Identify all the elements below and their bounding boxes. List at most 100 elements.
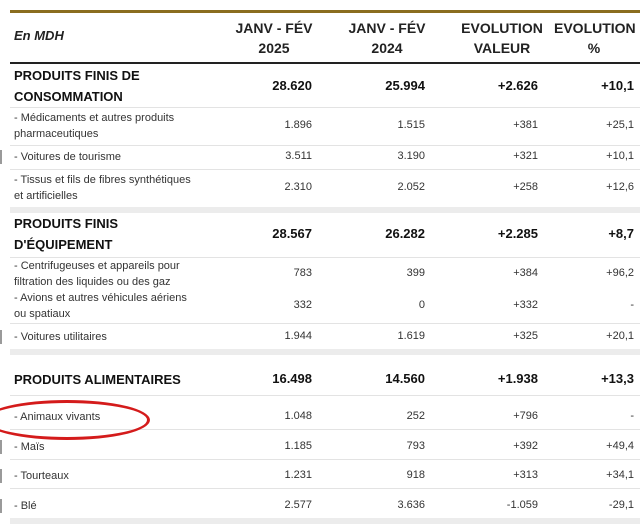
header-col-evolution-percent: EVOLUTION % <box>554 20 636 56</box>
value-2024: 252 <box>406 410 425 422</box>
table-row: - Médicaments et autres produits pharmace… <box>0 108 640 144</box>
evolution-percent: +25,1 <box>606 119 634 131</box>
table-row: - Avions et autres véhicules aériens ou s… <box>0 290 640 322</box>
value-2025: 1.048 <box>284 410 312 422</box>
value-2025: 16.498 <box>272 371 312 386</box>
value-2025: 28.620 <box>272 78 312 93</box>
row-label: - Blé <box>14 500 37 512</box>
value-2025: 1.944 <box>284 330 312 342</box>
table-row: - Maïs 1.185 793 +392 +49,4 <box>0 436 640 458</box>
evolution-value: +258 <box>513 181 538 193</box>
table-header: En MDH JANV - FÉV 2025 JANV - FÉV 2024 E… <box>0 14 640 62</box>
evolution-value: +796 <box>513 410 538 422</box>
header-col-evolution-value: EVOLUTION VALEUR <box>461 20 543 56</box>
value-2024: 1.619 <box>397 330 425 342</box>
value-2024: 0 <box>418 299 425 311</box>
evolution-value: +381 <box>513 119 538 131</box>
evolution-percent: +13,3 <box>601 371 634 386</box>
evolution-value: +1.938 <box>497 371 538 386</box>
table-row: - Voitures de tourisme 3.511 3.190 +321 +10,… <box>0 146 640 168</box>
top-accent-line <box>10 10 640 13</box>
row-label: PRODUITS FINIS DE CONSOMMATION <box>14 68 140 104</box>
row-label: - Avions et autres véhicules aériens ou s… <box>14 292 187 320</box>
category-row: PRODUITS ALIMENTAIRES 16.498 14.560 +1.938 +… <box>0 364 640 394</box>
highlight-circle <box>0 400 150 440</box>
evolution-value: +384 <box>513 267 538 279</box>
row-separator <box>10 459 640 460</box>
value-2024: 918 <box>406 469 425 481</box>
value-2024: 399 <box>406 267 425 279</box>
value-2024: 25.994 <box>385 78 425 93</box>
row-marker <box>0 469 2 483</box>
header-col-2024: JANV - FÉV 2024 <box>348 20 426 56</box>
value-2025: 28.567 <box>272 226 312 241</box>
evolution-percent: +96,2 <box>606 267 634 279</box>
row-separator <box>10 207 640 213</box>
row-separator <box>10 107 640 108</box>
row-marker <box>0 440 2 454</box>
evolution-percent: +10,1 <box>601 78 634 93</box>
value-2024: 26.282 <box>385 226 425 241</box>
category-row: PRODUITS FINIS D'ÉQUIPEMENT 28.567 26.282 +2… <box>0 212 640 256</box>
evolution-value: -1.059 <box>506 499 538 511</box>
value-2025: 1.231 <box>284 469 312 481</box>
value-2025: 1.896 <box>284 119 312 131</box>
evolution-percent: +34,1 <box>606 469 634 481</box>
row-label: - Maïs <box>14 441 45 453</box>
value-2024: 793 <box>406 440 425 452</box>
value-2025: 1.185 <box>284 440 312 452</box>
row-label: PRODUITS ALIMENTAIRES <box>14 372 181 387</box>
evolution-percent: - <box>630 299 634 311</box>
value-2024: 3.190 <box>397 150 425 162</box>
row-label: - Médicaments et autres produits pharmace… <box>14 112 175 140</box>
table-row: - Voitures utilitaires 1.944 1.619 +325 +20,… <box>0 326 640 348</box>
value-2024: 2.052 <box>397 181 425 193</box>
evolution-percent: +12,6 <box>606 181 634 193</box>
row-separator <box>10 395 640 396</box>
row-separator <box>10 518 640 524</box>
row-marker <box>0 499 2 513</box>
table-row: - Tissus et fils de fibres synthétiques e… <box>0 170 640 206</box>
value-2025: 783 <box>293 267 312 279</box>
row-label: - Voitures de tourisme <box>14 151 121 163</box>
evolution-value: +325 <box>513 330 538 342</box>
row-label: PRODUITS FINIS D'ÉQUIPEMENT <box>14 216 119 252</box>
category-row: PRODUITS FINIS DE CONSOMMATION 28.620 25.99… <box>0 66 640 106</box>
evolution-percent: +20,1 <box>606 330 634 342</box>
value-2025: 2.310 <box>284 181 312 193</box>
evolution-percent: +10,1 <box>606 150 634 162</box>
evolution-value: +2.626 <box>497 78 538 93</box>
row-marker <box>0 330 2 344</box>
evolution-percent: - <box>630 410 634 422</box>
row-separator <box>10 349 640 355</box>
row-separator <box>10 169 640 170</box>
table-row: - Centrifugeuses et appareils pour filtra… <box>0 258 640 290</box>
row-separator <box>10 323 640 324</box>
evolution-value: +2.285 <box>497 226 538 241</box>
table-row: - Tourteaux 1.231 918 +313 +34,1 <box>0 465 640 487</box>
value-2025: 3.511 <box>285 150 312 162</box>
row-marker <box>0 150 2 164</box>
unit-label: En MDH <box>14 28 64 43</box>
row-label: - Tissus et fils de fibres synthétiques e… <box>14 174 191 202</box>
row-separator <box>10 145 640 146</box>
value-2024: 1.515 <box>397 119 425 131</box>
row-separator <box>10 257 640 258</box>
value-2025: 332 <box>293 299 312 311</box>
evolution-percent: -29,1 <box>608 499 634 511</box>
row-separator <box>10 429 640 430</box>
row-separator <box>10 488 640 489</box>
header-separator <box>10 62 640 64</box>
evolution-value: +392 <box>513 440 538 452</box>
value-2024: 14.560 <box>385 371 425 386</box>
row-label: - Voitures utilitaires <box>14 331 107 343</box>
row-label: - Centrifugeuses et appareils pour filtra… <box>14 260 180 288</box>
evolution-value: +313 <box>513 469 538 481</box>
header-col-2025: JANV - FÉV 2025 <box>235 20 313 56</box>
evolution-percent: +8,7 <box>608 226 634 241</box>
value-2025: 2.577 <box>284 499 312 511</box>
table-row: - Blé 2.577 3.636 -1.059 -29,1 <box>0 495 640 517</box>
value-2024: 3.636 <box>397 499 425 511</box>
row-label: - Tourteaux <box>14 470 69 482</box>
